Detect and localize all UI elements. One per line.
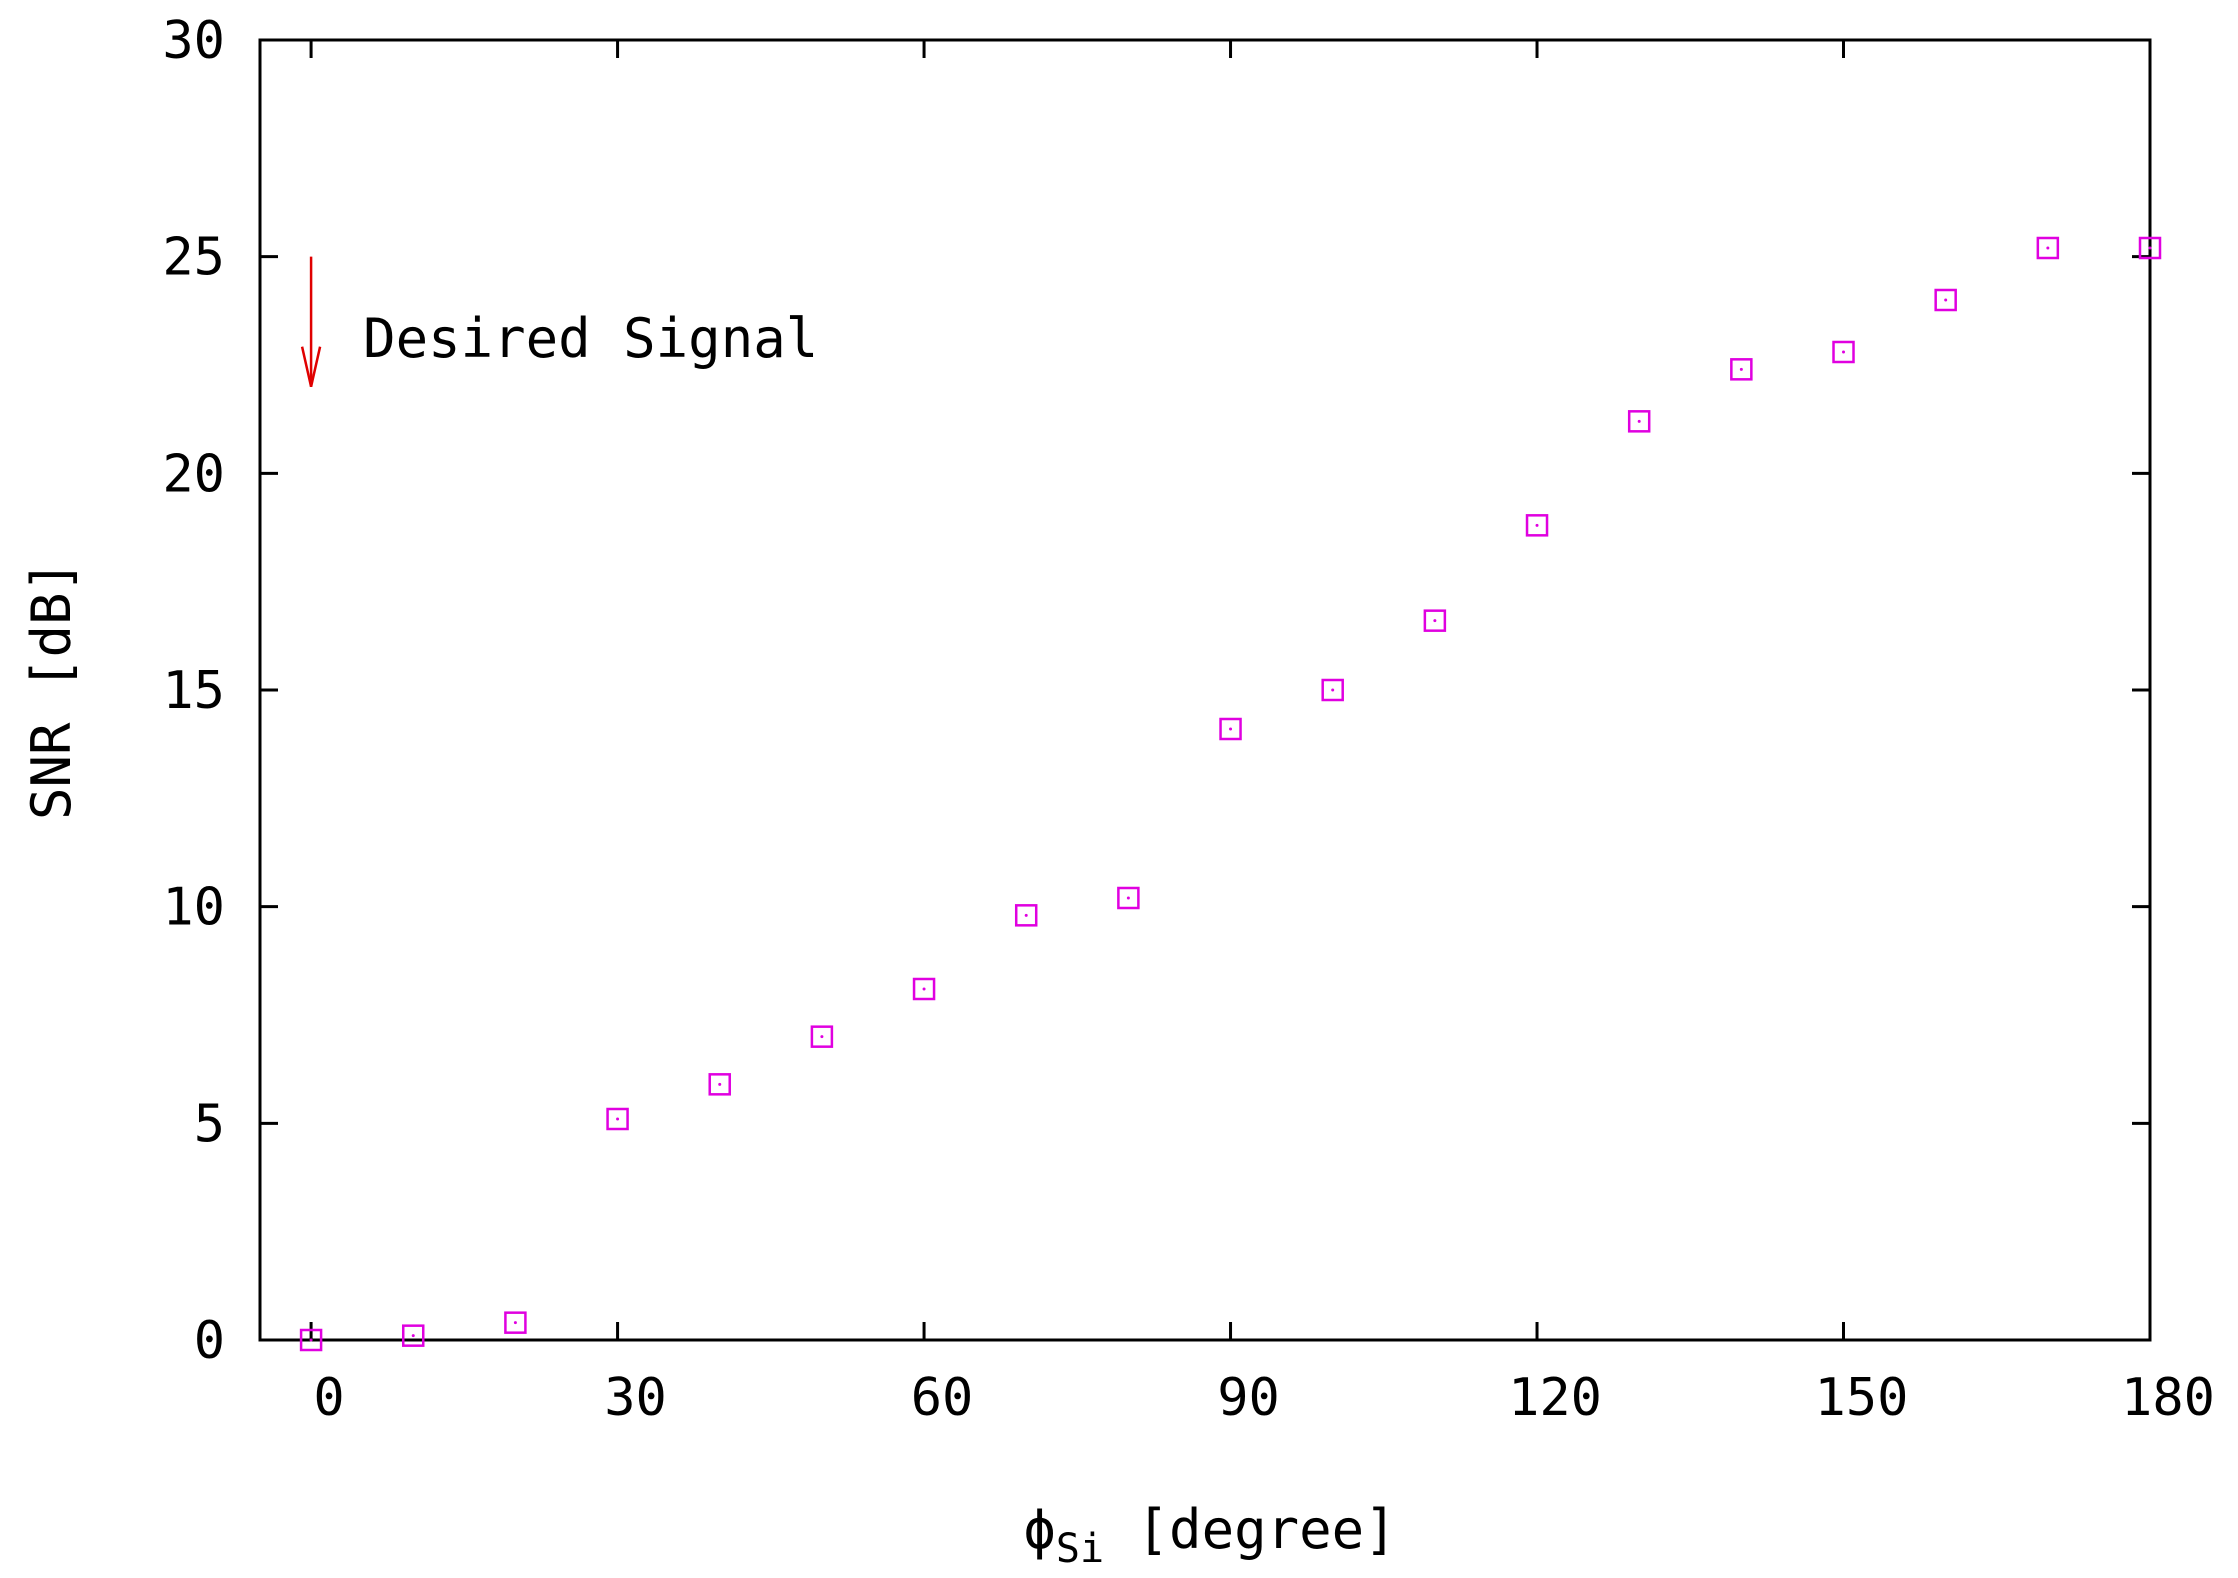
annotation-arrow-head — [300, 346, 322, 387]
y-tick-label: 20 — [162, 444, 225, 504]
data-point — [2036, 236, 2060, 260]
data-point-center — [513, 1321, 517, 1325]
data-point — [299, 1328, 323, 1352]
x-tick-label: 180 — [2121, 1368, 2215, 1428]
x-axis-label: ϕSi [degree] — [1023, 1498, 1396, 1572]
data-point — [1730, 358, 1753, 381]
data-point-center — [1331, 688, 1335, 692]
x-tick-label: 60 — [911, 1368, 974, 1428]
data-point-center — [1637, 419, 1641, 423]
data-point-center — [1126, 896, 1130, 900]
x-axis-label-unit: [degree] — [1104, 1498, 1397, 1561]
data-point — [1014, 904, 1038, 927]
data-point-center — [1229, 727, 1233, 731]
data-point — [1117, 886, 1140, 910]
data-point — [1627, 410, 1651, 433]
annotation-group: Desired Signal — [300, 256, 818, 387]
data-point-center — [2046, 246, 2050, 250]
data-point — [1423, 609, 1447, 632]
x-tick-label: 30 — [604, 1368, 667, 1428]
x-tick-label: 0 — [313, 1368, 344, 1428]
x-axis-label-symbol: ϕ — [1023, 1498, 1056, 1561]
data-point — [810, 1025, 834, 1048]
data-point-center — [2148, 246, 2152, 250]
data-point-center — [1842, 350, 1846, 354]
data-point — [1934, 288, 1957, 312]
data-point-center — [1739, 367, 1743, 371]
data-point-center — [1433, 619, 1437, 623]
data-point — [1832, 340, 1855, 364]
data-point — [1219, 717, 1242, 741]
data-point-center — [309, 1338, 313, 1342]
data-point — [708, 1073, 731, 1096]
data-point — [401, 1324, 425, 1347]
data-point — [2138, 236, 2162, 260]
plot-frame — [258, 38, 2152, 1342]
data-point-center — [411, 1334, 415, 1338]
x-tick-label: 120 — [1508, 1368, 1602, 1428]
data-points-group — [299, 236, 2162, 1352]
x-tick-label: 150 — [1815, 1368, 1909, 1428]
y-tick-label: 15 — [162, 661, 225, 721]
annotation-text: Desired Signal — [363, 307, 818, 370]
data-point-center — [616, 1117, 620, 1121]
data-point-center — [1944, 298, 1948, 302]
data-point — [504, 1311, 527, 1334]
data-point-center — [1535, 523, 1539, 527]
y-tick-label: 5 — [194, 1094, 225, 1154]
y-tick-label: 30 — [162, 11, 225, 71]
data-point — [1525, 514, 1549, 537]
data-point — [1321, 678, 1344, 702]
data-point-center — [820, 1035, 824, 1039]
y-tick-label: 0 — [194, 1311, 225, 1371]
x-axis-label-subscript: Si — [1056, 1526, 1104, 1572]
y-tick-label: 25 — [162, 228, 225, 288]
x-tick-label: 90 — [1217, 1368, 1280, 1428]
y-axis-label: SNR [dB] — [20, 560, 83, 820]
data-point — [606, 1107, 629, 1131]
ticks-group — [260, 38, 2152, 1342]
data-point-center — [718, 1082, 722, 1086]
y-tick-label: 10 — [162, 878, 225, 938]
tick-labels-group: 0 30 60 90 120 150 180 0 5 10 15 20 25 30 — [162, 11, 2215, 1428]
data-point — [912, 977, 936, 1001]
data-point-center — [922, 987, 926, 991]
data-point-center — [1024, 913, 1028, 917]
